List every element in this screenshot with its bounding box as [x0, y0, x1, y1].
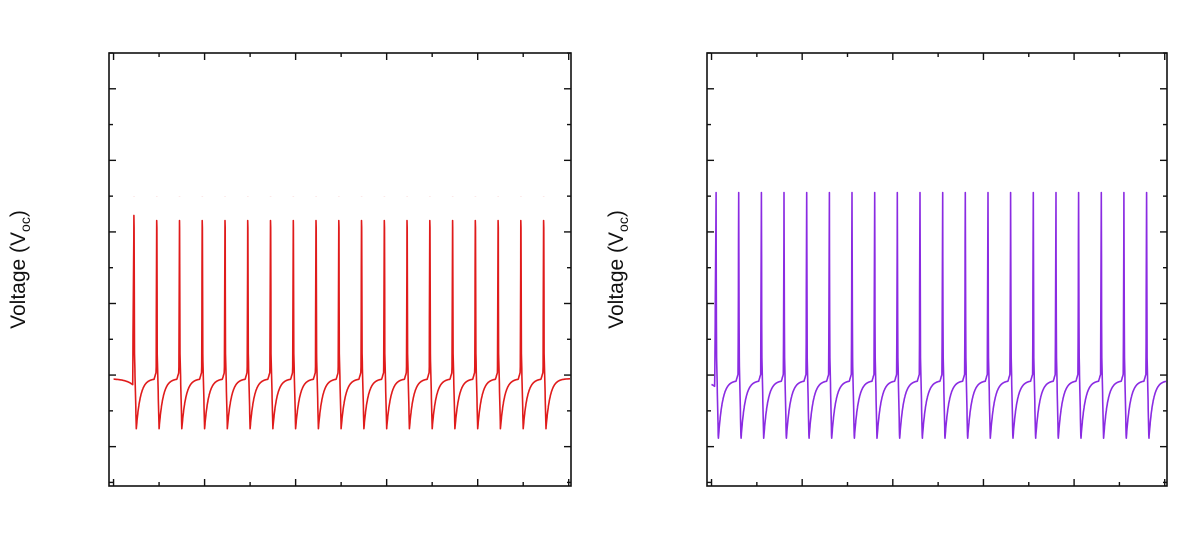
panel-a: Voltage (Voc) [7, 52, 572, 487]
y-axis-label-main: Voltage (V [605, 232, 628, 329]
y-axis-label-subscript: oc [17, 217, 33, 232]
y-axis-label-end: ) [7, 210, 30, 217]
voltage-trace [112, 214, 571, 430]
y-axis-label-subscript: oc [615, 217, 631, 232]
voltage-trace [710, 191, 1167, 440]
panel-b: Voltage (Voc) [605, 52, 1168, 487]
y-axis-label-main: Voltage (V [7, 232, 30, 329]
plot-frame [706, 52, 1168, 487]
plot-frame [108, 52, 572, 487]
y-axis-label: Voltage (Voc) [605, 210, 631, 329]
y-axis-label-end: ) [605, 210, 628, 217]
y-axis-label: Voltage (Voc) [7, 210, 33, 329]
